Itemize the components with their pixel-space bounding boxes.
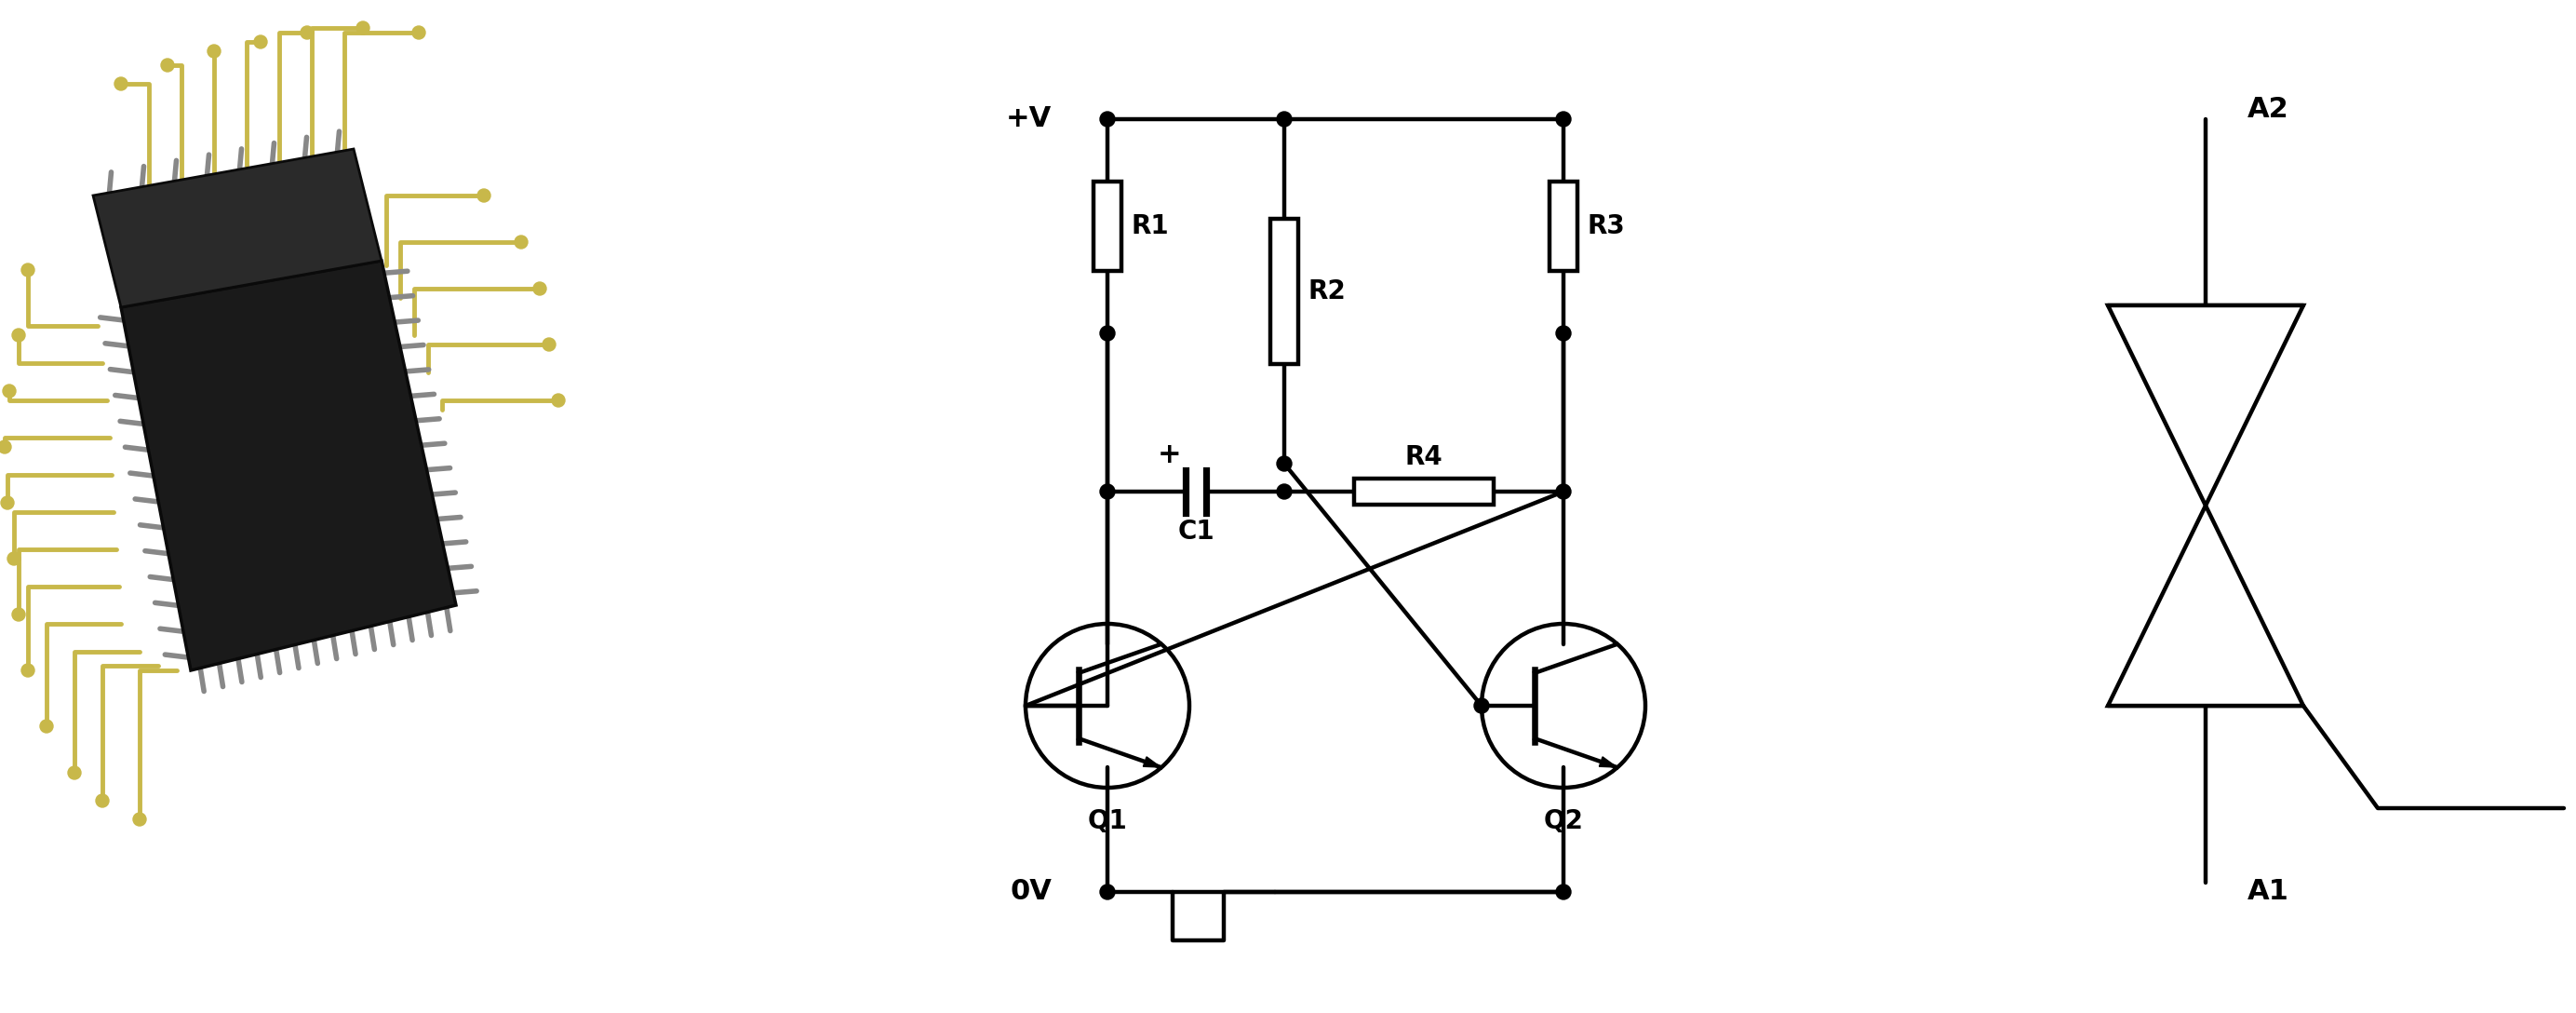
Circle shape [533,282,546,295]
Text: +V: +V [1005,105,1051,133]
Bar [1355,478,1494,504]
Circle shape [113,77,126,90]
Circle shape [160,59,175,72]
Bar [1551,181,1577,271]
Text: R2: R2 [1309,279,1345,305]
Text: A1: A1 [2246,878,2290,906]
Circle shape [1278,456,1291,471]
Circle shape [551,394,564,407]
Circle shape [544,338,556,352]
Circle shape [0,496,13,510]
Polygon shape [1144,757,1162,767]
Circle shape [1100,326,1115,340]
Circle shape [1556,326,1571,340]
Text: Q2: Q2 [1543,808,1584,835]
Circle shape [1556,484,1571,499]
Text: Q1: Q1 [1087,808,1128,835]
Circle shape [255,35,268,49]
Circle shape [1100,884,1115,900]
Bar [1270,219,1298,364]
Text: R3: R3 [1587,213,1625,239]
Polygon shape [2107,305,2303,505]
Circle shape [1278,111,1291,127]
Circle shape [95,794,108,807]
Circle shape [0,441,10,454]
Polygon shape [93,149,381,307]
Circle shape [1473,698,1489,713]
Polygon shape [1600,757,1618,767]
Circle shape [412,26,425,40]
Text: +: + [1157,442,1180,468]
Circle shape [477,189,489,202]
Circle shape [1556,884,1571,900]
Circle shape [1556,111,1571,127]
Circle shape [301,26,314,40]
Text: 0V: 0V [1010,878,1051,906]
Circle shape [13,608,26,621]
Bar [1092,181,1121,271]
Circle shape [3,385,15,397]
Text: R1: R1 [1131,213,1170,239]
Circle shape [355,21,368,34]
Circle shape [134,812,147,826]
Polygon shape [2107,505,2303,706]
Circle shape [67,766,80,779]
Polygon shape [121,260,456,671]
Circle shape [1100,111,1115,127]
Text: A2: A2 [2246,96,2290,124]
Circle shape [21,263,33,277]
Circle shape [1100,484,1115,499]
Circle shape [41,719,54,732]
Circle shape [13,328,26,341]
Circle shape [8,552,21,565]
Circle shape [515,236,528,248]
Text: R4: R4 [1404,444,1443,470]
Circle shape [209,45,222,58]
Circle shape [1278,484,1291,499]
Text: C1: C1 [1177,519,1213,545]
Circle shape [21,664,33,677]
